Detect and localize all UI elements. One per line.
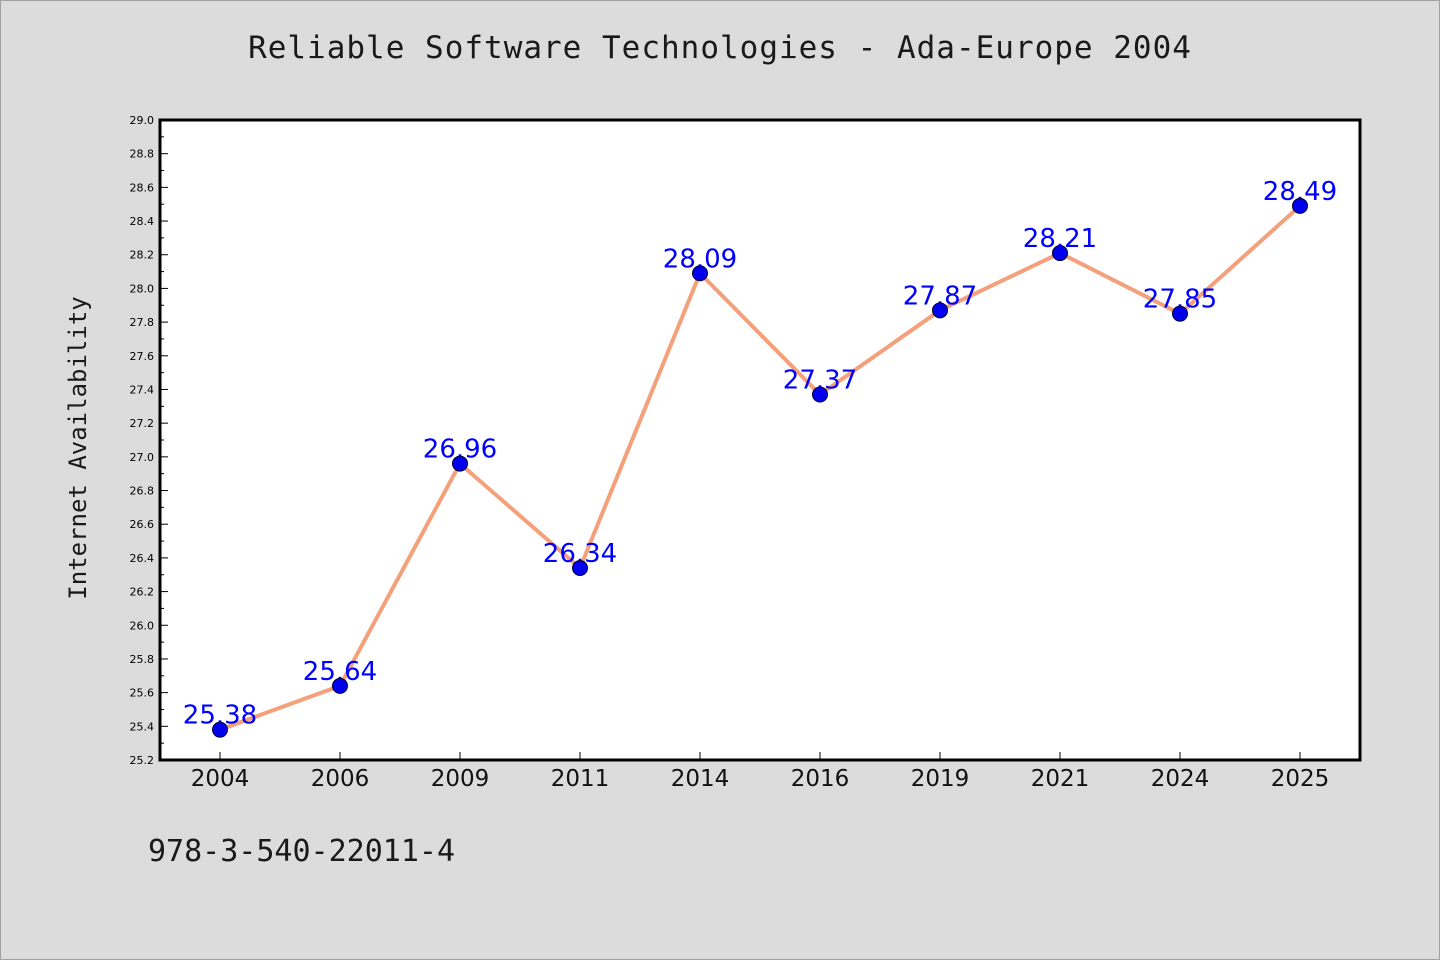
y-tick-label: 26.4: [130, 552, 155, 565]
y-tick-label: 28.8: [130, 148, 155, 161]
data-point: [812, 386, 828, 403]
chart-title: Reliable Software Technologies - Ada-Eur…: [248, 30, 1192, 66]
x-tick-label: 2024: [1151, 766, 1210, 792]
footer-isbn: 978-3-540-22011-4: [148, 834, 456, 869]
data-point: [332, 677, 348, 694]
y-tick-label: 26.2: [130, 586, 155, 599]
y-tick-label: 27.2: [130, 417, 155, 430]
x-tick-label: 2011: [551, 766, 610, 792]
x-tick-label: 2019: [911, 766, 970, 792]
x-tick-label: 2006: [311, 766, 370, 792]
data-point: [1052, 245, 1068, 262]
data-point: [1292, 197, 1308, 214]
y-tick-label: 28.0: [130, 282, 155, 295]
data-point: [1172, 305, 1188, 322]
data-point: [572, 560, 588, 576]
x-tick-label: 2014: [671, 766, 730, 792]
x-tick-label: 2021: [1031, 766, 1090, 792]
data-point: [692, 265, 708, 282]
x-tick-label: 2025: [1271, 766, 1330, 792]
y-tick-label: 29.0: [130, 114, 155, 127]
y-tick-label: 28.6: [130, 181, 155, 194]
data-point: [212, 721, 228, 738]
y-tick-label: 25.4: [130, 720, 155, 733]
plot-border: [158, 118, 1362, 762]
y-tick-label: 27.6: [130, 350, 155, 363]
data-point: [452, 455, 468, 472]
y-tick-label: 27.4: [130, 383, 155, 396]
x-tick-label: 2004: [191, 766, 250, 792]
y-tick-label: 25.8: [130, 653, 155, 666]
data-point: [932, 302, 948, 319]
y-tick-label: 28.2: [130, 249, 155, 262]
y-tick-label: 26.6: [130, 518, 155, 531]
y-tick-label: 25.6: [130, 687, 155, 700]
y-tick-label: 26.8: [130, 485, 155, 498]
plot-area: [160, 120, 1360, 760]
y-tick-label: 26.0: [130, 619, 155, 632]
y-tick-label: 27.0: [130, 451, 155, 464]
y-tick-label: 27.8: [130, 316, 155, 329]
y-tick-label: 28.4: [130, 215, 155, 228]
series-line: [218, 203, 1302, 732]
x-tick-label: 2009: [431, 766, 490, 792]
y-tick-label: 25.2: [130, 754, 155, 767]
x-tick-label: 2016: [791, 766, 850, 792]
